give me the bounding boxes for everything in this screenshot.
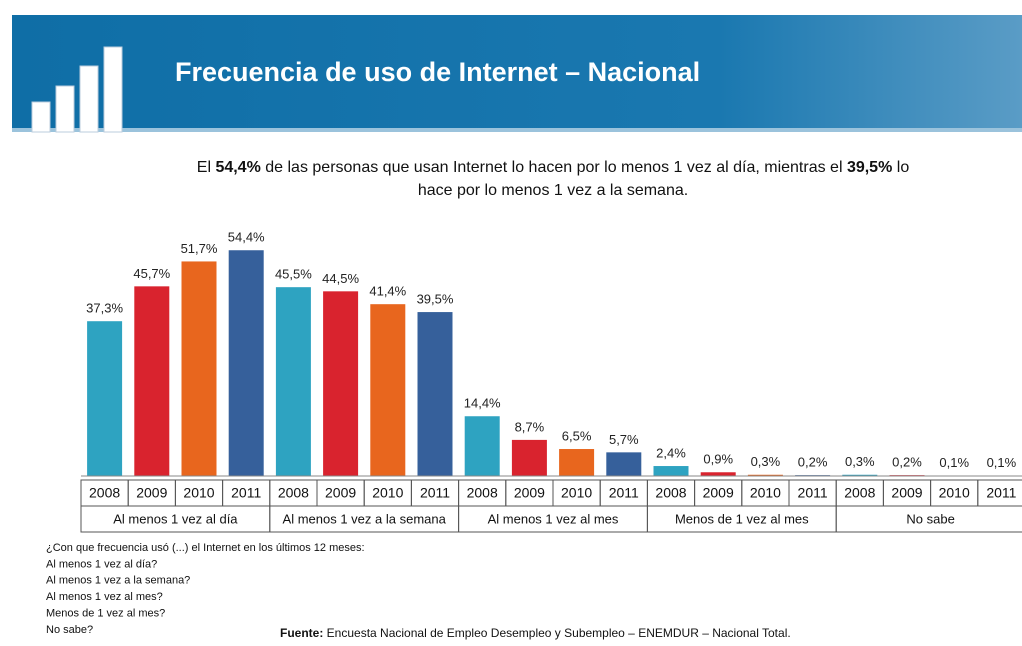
year-label: 2011 (609, 485, 639, 501)
year-label: 2010 (750, 485, 781, 501)
group-label: Al menos 1 vez al día (113, 511, 238, 526)
year-label: 2010 (939, 485, 970, 501)
value-label: 0,1% (987, 455, 1017, 470)
footnote-line: ¿Con que frecuencia usó (...) el Interne… (46, 542, 365, 554)
footnote-line: Al menos 1 vez al mes? (46, 591, 163, 603)
page: {"header": {"title": "Frecuencia de uso … (0, 0, 1022, 646)
bar (276, 287, 311, 476)
value-label: 0,3% (845, 454, 875, 469)
footnote-line: Al menos 1 vez a la semana? (46, 575, 190, 587)
year-label: 2011 (798, 485, 828, 501)
value-label: 45,5% (275, 267, 312, 282)
bar (418, 312, 453, 476)
value-label: 2,4% (656, 445, 686, 460)
bar (512, 440, 547, 476)
value-label: 44,5% (322, 271, 359, 286)
bar (229, 250, 264, 476)
year-label: 2011 (986, 485, 1016, 501)
footnote-line: Menos de 1 vez al mes? (46, 608, 165, 620)
subtitle-line: hace por lo menos 1 vez a la semana. (418, 182, 688, 199)
year-label: 2008 (655, 485, 686, 501)
group-label: No sabe (906, 511, 954, 526)
value-label: 39,5% (417, 292, 454, 307)
year-label: 2008 (278, 485, 309, 501)
bar (182, 261, 217, 476)
bar (465, 416, 500, 476)
subtitle: El 54,4% de las personas que usan Intern… (197, 159, 910, 176)
year-label: 2010 (372, 485, 403, 501)
value-label: 0,9% (703, 452, 733, 467)
value-label: 0,1% (939, 455, 969, 470)
subtitle-part: 54,4% (215, 159, 260, 176)
source: Fuente: Encuesta Nacional de Empleo Dese… (280, 626, 791, 640)
bar (654, 466, 689, 476)
year-label: 2008 (89, 485, 120, 501)
group-label: Menos de 1 vez al mes (675, 511, 809, 526)
source-label: Fuente: (280, 626, 323, 640)
year-label: 2010 (183, 485, 214, 501)
group-label: Al menos 1 vez al mes (488, 511, 619, 526)
subtitle-part: 39,5% (847, 159, 892, 176)
year-label: 2009 (136, 485, 167, 501)
value-label: 0,2% (798, 455, 828, 470)
value-label: 6,5% (562, 428, 592, 443)
value-label: 54,4% (228, 230, 265, 245)
value-label: 0,3% (751, 454, 781, 469)
slide: Frecuencia de uso de Internet – Nacional… (0, 0, 1022, 646)
year-label: 2008 (467, 485, 498, 501)
value-label: 5,7% (609, 432, 639, 447)
source-text: Encuesta Nacional de Empleo Desempleo y … (323, 626, 790, 640)
value-label: 37,3% (86, 301, 123, 316)
value-label: 41,4% (369, 284, 406, 299)
year-label: 2009 (325, 485, 356, 501)
year-label: 2008 (844, 485, 875, 501)
footnote: ¿Con que frecuencia usó (...) el Interne… (46, 542, 365, 636)
year-label: 2011 (231, 485, 261, 501)
footnote-line: Al menos 1 vez al día? (46, 558, 157, 570)
subtitle-part: de las personas que usan Internet lo hac… (261, 159, 847, 176)
year-label: 2009 (891, 485, 922, 501)
bar (370, 304, 405, 476)
bar (134, 286, 169, 476)
value-label: 8,7% (515, 419, 545, 434)
value-label: 51,7% (181, 241, 218, 256)
value-label: 14,4% (464, 396, 501, 411)
chart: Al menos 1 vez al día 37,3% 2008 45,7% 2009 5… (81, 230, 1022, 532)
bar (559, 449, 594, 476)
title: Frecuencia de uso de Internet – Nacional (175, 57, 700, 87)
subtitle-part: El (197, 159, 216, 176)
value-label: 0,2% (892, 455, 922, 470)
bar (701, 472, 736, 476)
bar (87, 321, 122, 476)
group-label: Al menos 1 vez a la semana (283, 511, 447, 526)
bar (606, 452, 641, 476)
subtitle-part: lo (892, 159, 909, 176)
header-rule (12, 128, 1022, 132)
year-label: 2009 (514, 485, 545, 501)
year-label: 2009 (703, 485, 734, 501)
value-label: 45,7% (133, 266, 170, 281)
bar (323, 291, 358, 476)
year-label: 2010 (561, 485, 592, 501)
footnote-line: No sabe? (46, 624, 93, 636)
year-label: 2011 (420, 485, 450, 501)
